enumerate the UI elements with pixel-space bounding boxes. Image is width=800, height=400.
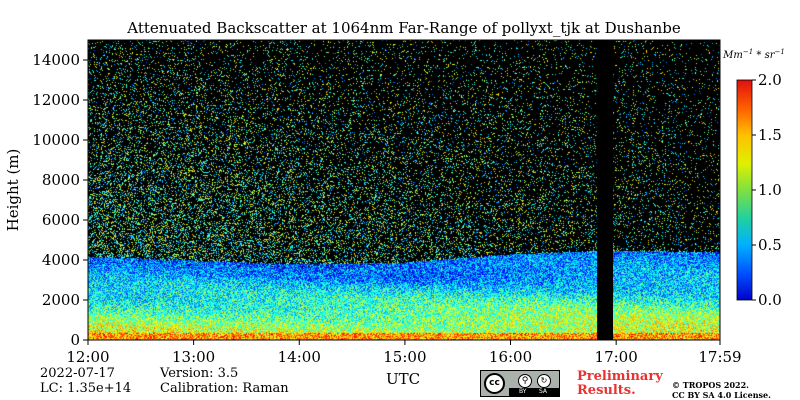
chart-title: Attenuated Backscatter at 1064nm Far-Ran… bbox=[126, 19, 681, 37]
x-axis: 12:00 13:00 14:00 15:00 16:00 17:00 17:59 bbox=[66, 340, 742, 366]
y-tick-label: 8000 bbox=[42, 171, 80, 189]
by-person-icon: ⚲ bbox=[518, 374, 532, 388]
colorbar-ticks: 0.0 0.5 1.0 1.5 2.0 bbox=[752, 71, 782, 309]
cc-license-badge: cc ⚲ ↻ BY SA bbox=[480, 370, 560, 397]
y-axis-label: Height (m) bbox=[4, 149, 22, 232]
x-tick-label: 15:00 bbox=[383, 348, 426, 366]
date-label: 2022-07-17 bbox=[40, 366, 115, 381]
preliminary-notice: Preliminary Results. bbox=[577, 370, 663, 398]
lc-label: LC: 1.35e+14 bbox=[40, 381, 132, 396]
cc-icon: cc bbox=[484, 373, 505, 394]
x-tick-label: 17:00 bbox=[595, 348, 638, 366]
x-tick-label: 16:00 bbox=[489, 348, 532, 366]
data-gap bbox=[597, 40, 613, 340]
copyright-line-1: © TROPOS 2022. bbox=[672, 380, 749, 390]
preliminary-line-2: Results. bbox=[577, 383, 636, 398]
colorbar: Mm−1 * sr−1 0.0 0.5 1.0 1.5 2.0 bbox=[722, 48, 785, 309]
x-tick-label: 12:00 bbox=[66, 348, 109, 366]
share-alike-icon: ↻ bbox=[537, 374, 551, 388]
y-tick-label: 0 bbox=[70, 331, 80, 349]
colorbar-unit-label: Mm−1 * sr−1 bbox=[722, 48, 785, 61]
badge-sa-text: SA bbox=[539, 388, 548, 395]
colorbar-tick-label: 1.0 bbox=[758, 181, 782, 199]
calibration-label: Calibration: Raman bbox=[160, 381, 289, 396]
preliminary-line-1: Preliminary bbox=[577, 369, 663, 384]
cc-badge-strip: BY SA bbox=[509, 388, 559, 396]
x-tick-label: 17:59 bbox=[698, 348, 741, 366]
y-tick-label: 4000 bbox=[42, 251, 80, 269]
plot-area bbox=[87, 39, 721, 341]
y-axis: 0 2000 4000 6000 8000 10000 12000 14000 bbox=[32, 51, 88, 349]
y-tick-label: 10000 bbox=[32, 131, 80, 149]
colorbar-scale bbox=[736, 79, 753, 301]
plot-frame bbox=[87, 39, 721, 341]
colorbar-tick-label: 0.5 bbox=[758, 236, 782, 254]
y-tick-label: 14000 bbox=[32, 51, 80, 69]
copyright-line-2: CC BY SA 4.0 License. bbox=[672, 390, 771, 400]
colorbar-tick-label: 1.5 bbox=[758, 126, 782, 144]
colorbar-tick-label: 0.0 bbox=[758, 291, 782, 309]
y-tick-label: 2000 bbox=[42, 291, 80, 309]
y-tick-label: 12000 bbox=[32, 91, 80, 109]
copyright-notice: © TROPOS 2022. CC BY SA 4.0 License. bbox=[672, 380, 771, 400]
x-axis-label: UTC bbox=[386, 370, 421, 388]
version-label: Version: 3.5 bbox=[160, 366, 239, 381]
y-tick-label: 6000 bbox=[42, 211, 80, 229]
badge-by-text: BY bbox=[519, 388, 527, 395]
x-tick-label: 14:00 bbox=[278, 348, 321, 366]
colorbar-tick-label: 2.0 bbox=[758, 71, 782, 89]
backscatter-heatmap bbox=[88, 40, 720, 340]
x-tick-label: 13:00 bbox=[172, 348, 215, 366]
